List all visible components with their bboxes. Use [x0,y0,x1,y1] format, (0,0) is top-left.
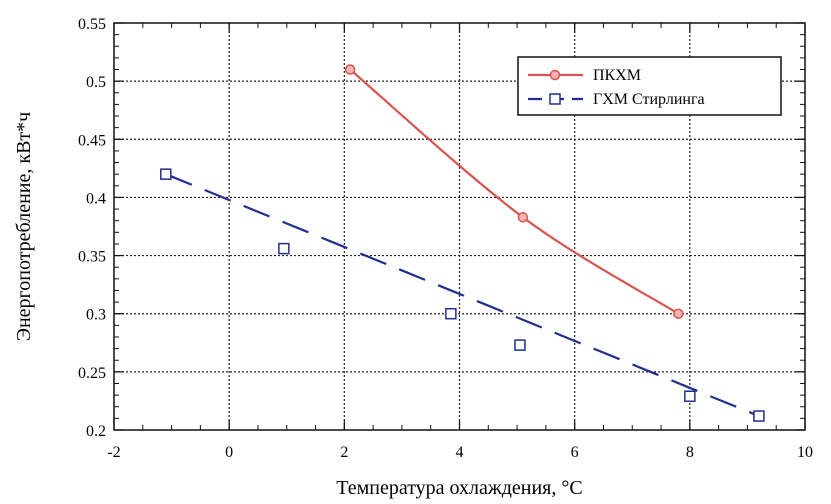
tick-labels: -2 0 2 4 6 8 10 0.2 0.25 0.3 0.35 0.4 0.45 0.5 0.55 [78,16,813,461]
legend: ПКХМ ГХМ Стирлинга [517,56,782,116]
x-axis-title: Температура охлаждения, °C [336,477,582,499]
y-tick-label: 0.35 [78,249,106,266]
x-tick-label: 6 [571,444,579,461]
y-tick-label: 0.25 [78,365,106,382]
ticks [113,22,806,431]
point-stirling [445,307,457,320]
legend-label-pkhm: ПКХМ [593,67,641,84]
point-stirling [160,168,172,180]
grid [114,23,805,430]
x-tick-label: 8 [686,444,694,461]
legend-label-stirling: ГХМ Стирлинга [593,91,705,108]
point-pkhm [673,308,684,319]
series-line-stirling [165,173,760,418]
y-tick-label: 0.2 [86,423,106,440]
series-layer [160,64,765,422]
y-tick-label: 0.3 [86,307,106,324]
y-tick-label: 0.5 [86,74,106,91]
x-tick-label: 10 [797,444,813,461]
legend-box [517,56,782,116]
point-stirling [753,410,765,422]
y-axis-title: Энергопотребление, кВт*ч [13,112,35,341]
x-tick-label: -2 [107,444,120,461]
point-stirling [514,339,526,351]
y-tick-label: 0.55 [78,16,106,33]
point-stirling [278,242,290,255]
point-pkhm [344,64,356,75]
point-stirling [684,390,696,403]
x-tick-label: 4 [456,444,464,461]
x-tick-label: 0 [225,444,233,461]
y-tick-label: 0.45 [78,132,106,149]
point-pkhm [517,211,529,223]
legend-marker-stirling [549,93,561,105]
x-tick-label: 2 [340,444,348,461]
y-tick-label: 0.4 [86,190,106,207]
legend-marker-pkhm [549,69,561,81]
